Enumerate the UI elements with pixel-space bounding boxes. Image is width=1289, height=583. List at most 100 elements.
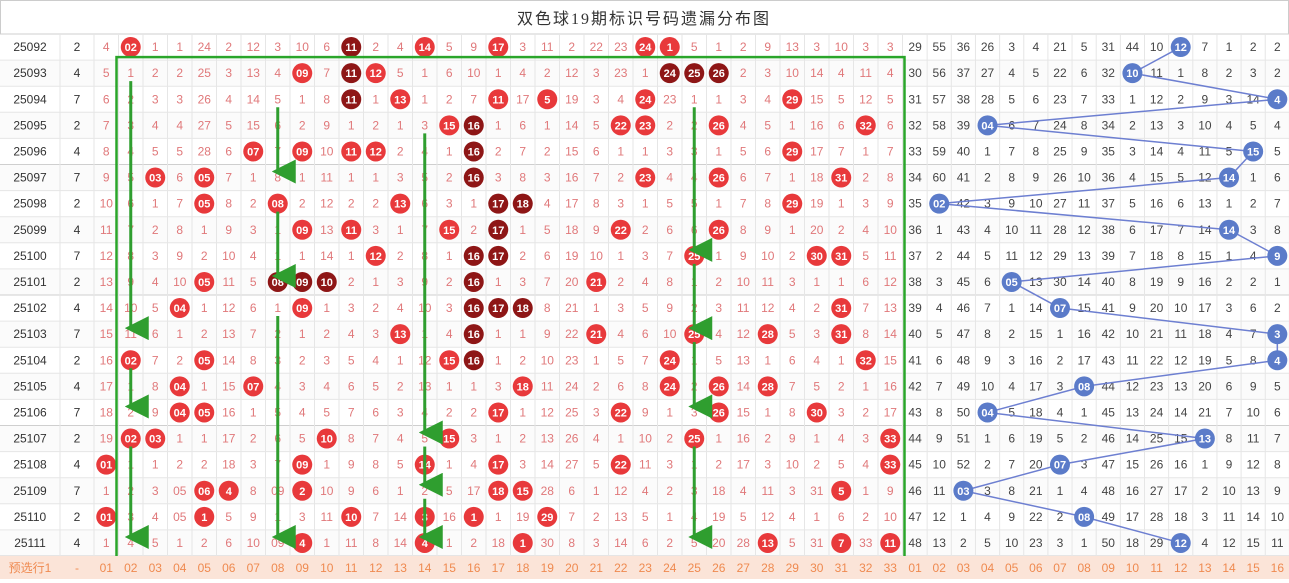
red-omission: 7 — [323, 66, 330, 80]
blue-omission: 47 — [1102, 458, 1116, 472]
red-omission: 28 — [541, 484, 555, 498]
red-omission: 3 — [152, 249, 159, 263]
red-omission: 4 — [764, 92, 771, 106]
red-omission: 6 — [642, 536, 649, 550]
red-ball — [537, 506, 558, 527]
blue-omission: 8 — [1008, 171, 1015, 185]
red-omission: 11 — [223, 275, 236, 289]
red-omission: 7 — [519, 144, 526, 158]
red-omission: 1 — [201, 301, 208, 315]
red-omission: 1 — [544, 118, 551, 132]
issue-label: 25096 — [13, 144, 47, 158]
red-omission: 12 — [761, 301, 775, 315]
red-ball — [292, 141, 313, 162]
blue-omission: 35 — [908, 197, 922, 211]
red-ball-number: 24 — [639, 94, 652, 106]
blue-omission: 4 — [1226, 118, 1233, 132]
blue-omission: 10 — [1126, 327, 1140, 341]
red-ball — [96, 506, 117, 527]
red-omission: 13 — [884, 301, 898, 315]
issue-label: 25111 — [14, 536, 46, 550]
red-ball — [659, 63, 680, 84]
blue-omission: 31 — [1102, 40, 1116, 54]
red-ball — [635, 115, 656, 136]
blue-ball-number: 12 — [1175, 538, 1187, 550]
red-omission: 3 — [544, 171, 551, 185]
red-ball-number: 26 — [713, 225, 725, 237]
red-ball — [463, 506, 484, 527]
red-ball-number: 1 — [520, 538, 526, 550]
red-ball — [684, 63, 705, 84]
blue-trend-line — [1084, 359, 1278, 388]
red-ball-number: 09 — [296, 460, 308, 472]
red-ball — [806, 402, 827, 423]
blue-ball-number: 10 — [1126, 68, 1138, 80]
red-omission: 2 — [666, 118, 673, 132]
red-ball-number: 17 — [492, 199, 504, 211]
blue-omission: 47 — [957, 327, 971, 341]
footer-red-label: 03 — [149, 561, 163, 575]
red-omission: 11 — [100, 223, 113, 237]
red-omission: 3 — [789, 275, 796, 289]
red-omission: 3 — [495, 379, 502, 393]
red-omission: 16 — [222, 405, 236, 419]
red-omission: 5 — [299, 432, 306, 446]
red-omission: 1 — [470, 379, 477, 393]
red-omission: 3 — [715, 301, 722, 315]
footer-red-label: 16 — [467, 561, 481, 575]
red-omission: 3 — [225, 66, 232, 80]
red-ball — [488, 193, 509, 214]
red-omission: 1 — [299, 92, 306, 106]
red-ball — [145, 428, 166, 449]
red-omission: 7 — [568, 510, 575, 524]
blue-omission: 14 — [1174, 405, 1188, 419]
blue-omission: 27 — [981, 66, 995, 80]
span-value: 4 — [74, 301, 81, 315]
red-ball-number: 16 — [468, 355, 480, 367]
red-omission: 8 — [593, 197, 600, 211]
red-omission: 5 — [225, 118, 232, 132]
blue-omission: 7 — [936, 379, 943, 393]
red-omission: 1 — [813, 510, 820, 524]
red-omission: 25 — [198, 66, 212, 80]
red-omission: 6 — [544, 249, 551, 263]
red-omission: 9 — [887, 197, 894, 211]
red-omission: 13 — [541, 432, 555, 446]
red-omission: 7 — [250, 327, 257, 341]
red-omission: 2 — [446, 405, 453, 419]
red-omission: 4 — [397, 301, 404, 315]
red-ball-number: 26 — [713, 381, 725, 393]
blue-ball — [1049, 298, 1070, 319]
blue-ball — [929, 193, 950, 214]
red-omission: 1 — [519, 223, 526, 237]
blue-omission: 9 — [1202, 92, 1209, 106]
blue-omission: 26 — [981, 40, 995, 54]
red-omission: 4 — [323, 379, 330, 393]
red-omission: 5 — [593, 118, 600, 132]
blue-omission: 15 — [1077, 301, 1091, 315]
red-ball — [831, 167, 852, 188]
footer-red-label: 24 — [663, 561, 677, 575]
red-ball — [292, 63, 313, 84]
blue-omission: 5 — [1274, 144, 1281, 158]
footer-red-label: 10 — [320, 561, 334, 575]
red-omission: 1 — [495, 353, 502, 367]
blue-omission: 6 — [1129, 223, 1136, 237]
red-omission: 7 — [544, 275, 551, 289]
red-omission: 1 — [421, 92, 428, 106]
blue-omission: 9 — [984, 353, 991, 367]
red-omission: 20 — [810, 223, 824, 237]
red-ball — [708, 63, 729, 84]
red-omission: 2 — [519, 249, 526, 263]
red-ball-number: 11 — [345, 225, 357, 237]
blue-omission: 9 — [1226, 458, 1233, 472]
red-omission: 13 — [320, 223, 334, 237]
red-omission: 23 — [663, 92, 677, 106]
red-omission: 17 — [810, 144, 824, 158]
footer-red-label: 33 — [884, 561, 898, 575]
red-ball — [120, 428, 141, 449]
red-omission: 12 — [565, 66, 579, 80]
red-omission: 4 — [519, 66, 526, 80]
red-omission: 6 — [568, 484, 575, 498]
red-omission: 2 — [348, 275, 355, 289]
